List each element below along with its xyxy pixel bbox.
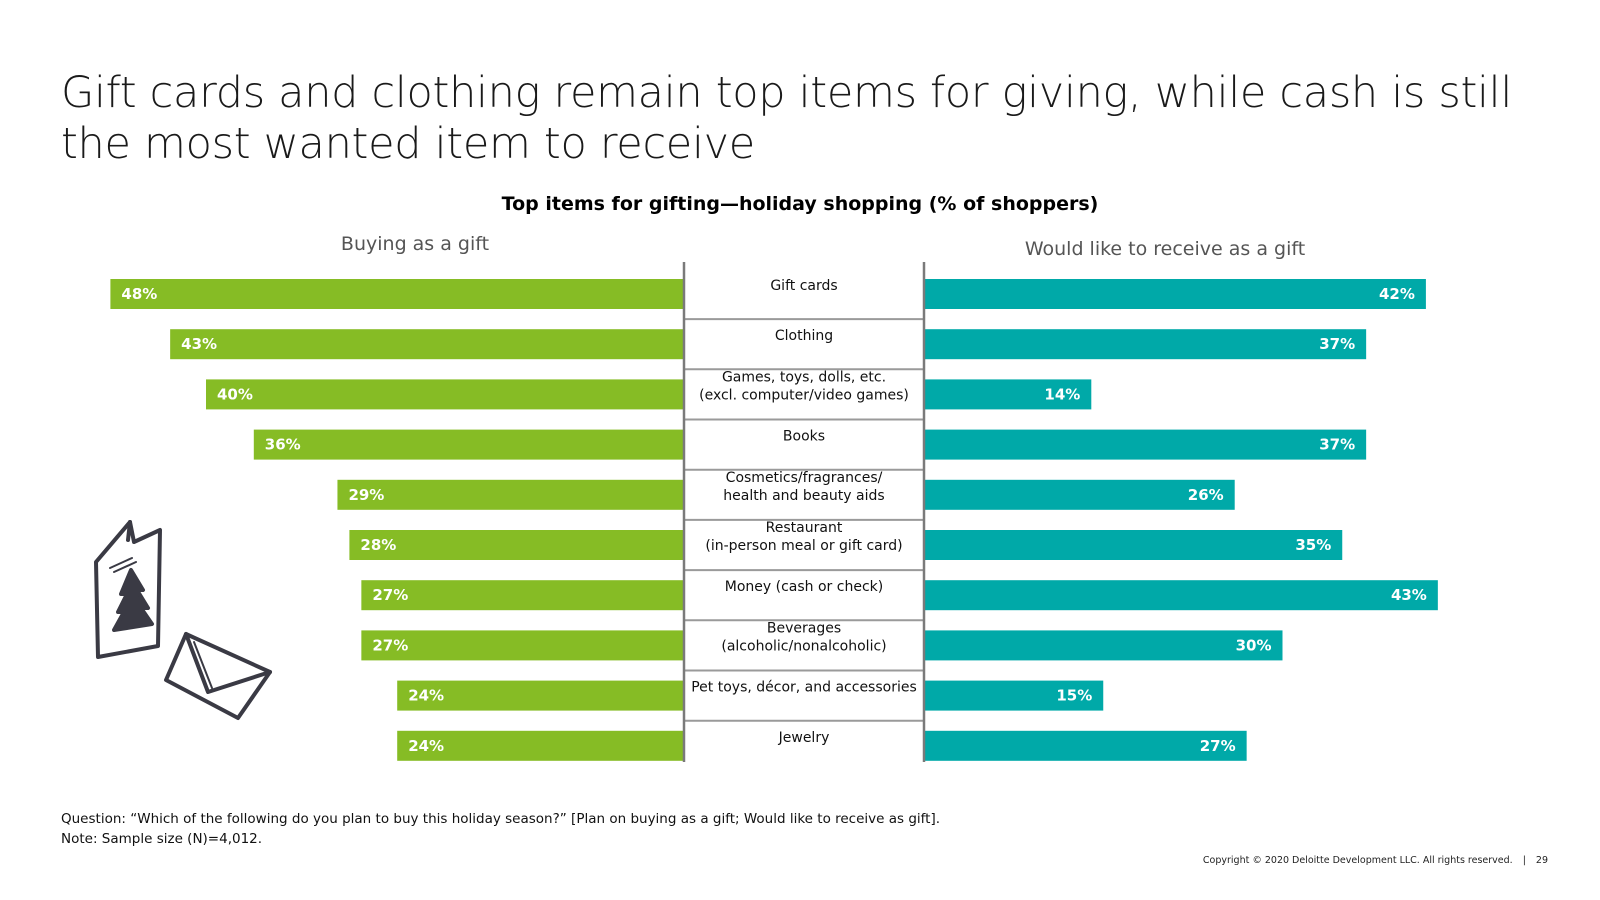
- bar-buying-3: [253, 429, 685, 460]
- bar-buying-0: [110, 279, 684, 309]
- bar-label-buying-8: 24%: [408, 687, 444, 705]
- category-label-4-1: health and beauty aids: [723, 488, 884, 504]
- bar-label-receiving-4: 26%: [1188, 486, 1224, 504]
- bar-buying-8: [397, 680, 684, 711]
- category-label-5-1: (in-person meal or gift card): [705, 538, 902, 554]
- bar-label-buying-6: 27%: [372, 586, 408, 604]
- bar-buying-6: [361, 580, 684, 611]
- envelope-icon: [164, 632, 272, 720]
- butterfly-bar-chart: 48% 42% Gift cards 43% 37% Clothing 40% 14% Game…: [110, 262, 1438, 762]
- bar-label-buying-0: 48%: [121, 285, 157, 303]
- bar-label-receiving-0: 42%: [1379, 285, 1415, 303]
- bar-buying-5: [349, 530, 684, 560]
- category-label-2-1: (excl. computer/video games): [699, 387, 909, 403]
- bar-buying-4: [337, 479, 684, 510]
- category-label-1-0: Clothing: [775, 328, 833, 344]
- greeting-card-icon: [94, 520, 162, 659]
- bar-label-buying-5: 28%: [360, 536, 396, 554]
- category-label-0-0: Gift cards: [770, 278, 837, 294]
- bar-receiving-3: [924, 429, 1367, 460]
- copyright: Copyright © 2020 Deloitte Development LL…: [1203, 855, 1548, 866]
- bar-buying-1: [170, 329, 684, 360]
- bar-label-receiving-5: 35%: [1295, 536, 1331, 554]
- category-label-4-0: Cosmetics/fragrances/: [726, 470, 883, 486]
- category-label-9-0: Jewelry: [778, 730, 830, 746]
- page-number: 29: [1535, 855, 1548, 866]
- bar-label-buying-2: 40%: [217, 385, 253, 403]
- bar-label-receiving-9: 27%: [1200, 737, 1236, 755]
- bar-receiving-5: [924, 530, 1343, 560]
- bar-receiving-6: [924, 580, 1438, 611]
- bar-receiving-1: [924, 329, 1367, 360]
- page-title: Gift cards and clothing remain top items…: [61, 68, 1512, 169]
- footnote-note: Note: Sample size (N)=4,012.: [61, 831, 263, 847]
- bar-label-receiving-3: 37%: [1319, 436, 1355, 454]
- footnote-question: Question: “Which of the following do you…: [61, 811, 941, 827]
- legend-buying: Buying as a gift: [340, 233, 490, 255]
- bar-label-buying-9: 24%: [408, 737, 444, 755]
- bar-buying-9: [397, 730, 684, 761]
- bar-receiving-9: [924, 730, 1247, 761]
- bar-receiving-2: [924, 379, 1092, 410]
- bar-label-buying-1: 43%: [181, 335, 217, 353]
- category-label-2-0: Games, toys, dolls, etc.: [722, 369, 886, 385]
- category-label-5-0: Restaurant: [766, 520, 843, 536]
- category-label-8-0: Pet toys, décor, and accessories: [691, 680, 917, 696]
- category-label-7-0: Beverages: [767, 620, 841, 636]
- bar-label-receiving-7: 30%: [1236, 636, 1272, 654]
- bar-receiving-0: [924, 279, 1426, 309]
- bar-receiving-4: [924, 479, 1235, 510]
- bar-label-buying-4: 29%: [348, 486, 384, 504]
- gift-card-illustration: [94, 520, 272, 720]
- bar-label-buying-7: 27%: [372, 636, 408, 654]
- bar-label-receiving-1: 37%: [1319, 335, 1355, 353]
- legend-receiving: Would like to receive as a gift: [1024, 238, 1306, 260]
- bar-buying-2: [206, 379, 684, 410]
- category-label-3-0: Books: [783, 429, 825, 445]
- bar-label-receiving-2: 14%: [1044, 385, 1080, 403]
- bar-receiving-7: [924, 630, 1283, 661]
- copyright-text: Copyright © 2020 Deloitte Development LL…: [1202, 855, 1513, 866]
- bar-label-receiving-6: 43%: [1391, 586, 1427, 604]
- bar-buying-7: [361, 630, 684, 661]
- footer-separator: |: [1522, 855, 1526, 866]
- category-label-6-0: Money (cash or check): [725, 579, 883, 595]
- category-label-7-1: (alcoholic/nonalcoholic): [721, 638, 886, 654]
- chart-title: Top items for gifting—holiday shopping (…: [501, 193, 1099, 215]
- bar-label-buying-3: 36%: [265, 436, 301, 454]
- bar-label-receiving-8: 15%: [1056, 687, 1092, 705]
- bar-receiving-8: [924, 680, 1104, 711]
